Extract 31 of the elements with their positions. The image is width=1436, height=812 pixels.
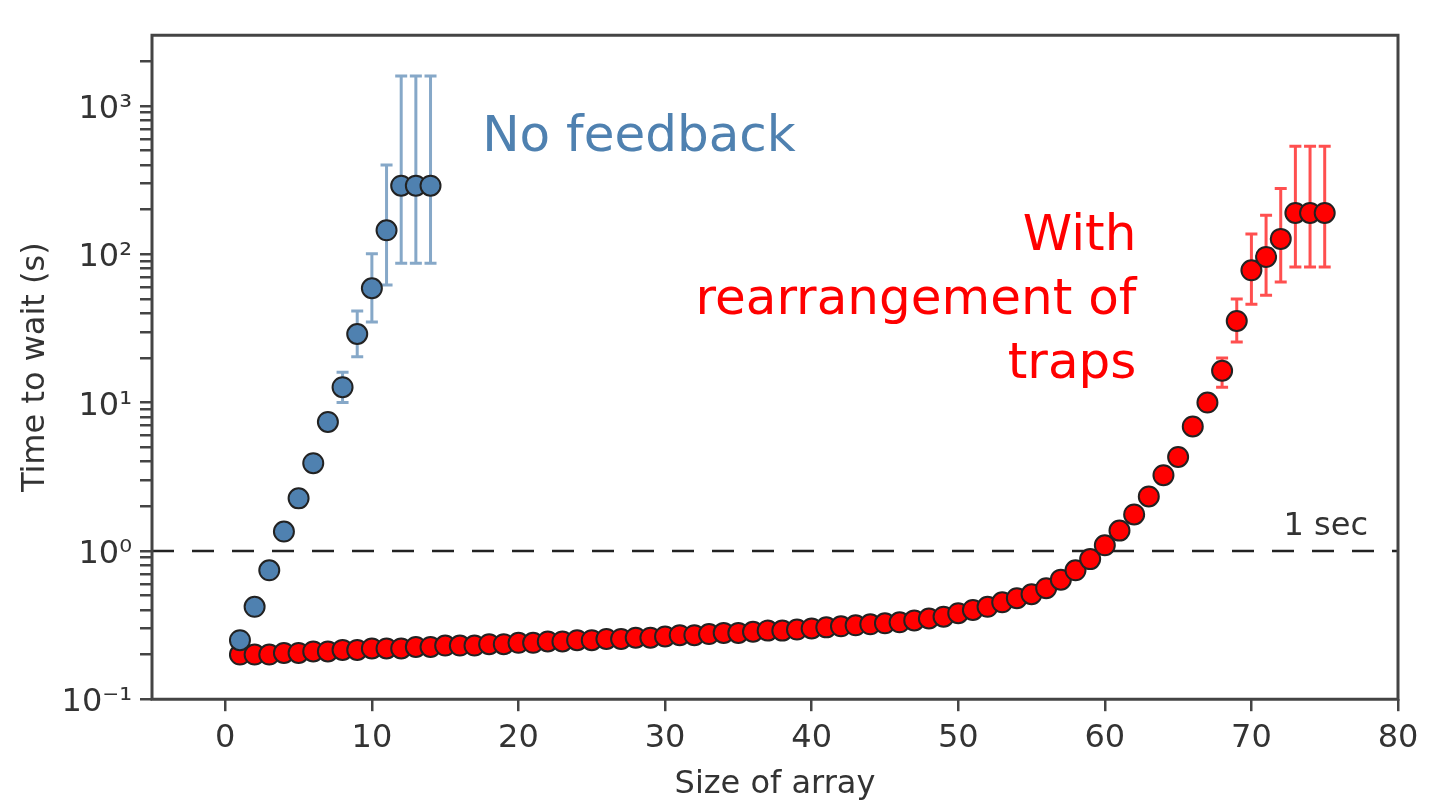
x-tick-label: 20 xyxy=(498,716,539,755)
point xyxy=(331,376,354,399)
point xyxy=(346,323,369,345)
y-tick-label: 10⁻¹ xyxy=(61,681,132,720)
point xyxy=(287,487,310,510)
x-tick-label: 80 xyxy=(1377,716,1419,755)
x-tick-label: 0 xyxy=(215,716,236,755)
x-tick-label: 70 xyxy=(1231,716,1272,755)
y-axis-title: Time to wait (s) xyxy=(13,242,52,494)
y-tick-label: 10⁰ xyxy=(78,532,132,571)
x-tick-label: 40 xyxy=(791,716,833,755)
y-tick-label: 10¹ xyxy=(78,384,132,423)
series-label: No feedback xyxy=(482,105,796,164)
x-tick-label: 60 xyxy=(1084,716,1126,755)
x-tick-label: 30 xyxy=(644,716,686,755)
point xyxy=(272,520,295,543)
point xyxy=(258,559,281,582)
x-tick-label: 50 xyxy=(937,716,979,755)
series-label: With rearrangement of traps xyxy=(695,203,1138,390)
y-tick-label: 10² xyxy=(78,236,132,275)
x-tick-label: 10 xyxy=(351,716,393,755)
point xyxy=(316,410,339,433)
y-tick-label: 10³ xyxy=(78,87,132,126)
x-axis-title: Size of array xyxy=(674,763,876,802)
point xyxy=(243,595,266,618)
point xyxy=(360,277,383,300)
point xyxy=(419,174,442,197)
point xyxy=(375,219,398,242)
point xyxy=(228,629,251,652)
ref-line-label: 1 sec xyxy=(1283,505,1368,544)
point xyxy=(302,452,325,475)
